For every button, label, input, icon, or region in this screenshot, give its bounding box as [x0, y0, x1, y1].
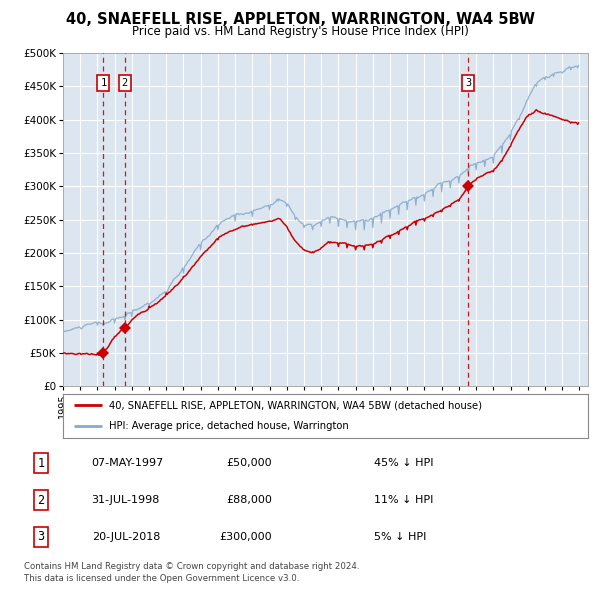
Text: 45% ↓ HPI: 45% ↓ HPI [374, 458, 433, 468]
Text: 07-MAY-1997: 07-MAY-1997 [92, 458, 164, 468]
Text: HPI: Average price, detached house, Warrington: HPI: Average price, detached house, Warr… [109, 421, 349, 431]
Text: £300,000: £300,000 [220, 532, 272, 542]
Text: Contains HM Land Registry data © Crown copyright and database right 2024.
This d: Contains HM Land Registry data © Crown c… [24, 562, 359, 583]
Text: 1: 1 [100, 78, 107, 88]
Text: 2: 2 [121, 78, 128, 88]
Text: 3: 3 [465, 78, 472, 88]
Text: 1: 1 [37, 457, 44, 470]
Text: 31-JUL-1998: 31-JUL-1998 [92, 495, 160, 505]
Text: £88,000: £88,000 [226, 495, 272, 505]
Text: 40, SNAEFELL RISE, APPLETON, WARRINGTON, WA4 5BW: 40, SNAEFELL RISE, APPLETON, WARRINGTON,… [65, 12, 535, 27]
Text: 40, SNAEFELL RISE, APPLETON, WARRINGTON, WA4 5BW (detached house): 40, SNAEFELL RISE, APPLETON, WARRINGTON,… [109, 401, 482, 411]
Text: 20-JUL-2018: 20-JUL-2018 [92, 532, 160, 542]
Text: 2: 2 [37, 493, 44, 507]
Text: 11% ↓ HPI: 11% ↓ HPI [374, 495, 433, 505]
Text: £50,000: £50,000 [227, 458, 272, 468]
Text: 3: 3 [37, 530, 44, 543]
Text: 5% ↓ HPI: 5% ↓ HPI [374, 532, 426, 542]
Text: Price paid vs. HM Land Registry's House Price Index (HPI): Price paid vs. HM Land Registry's House … [131, 25, 469, 38]
